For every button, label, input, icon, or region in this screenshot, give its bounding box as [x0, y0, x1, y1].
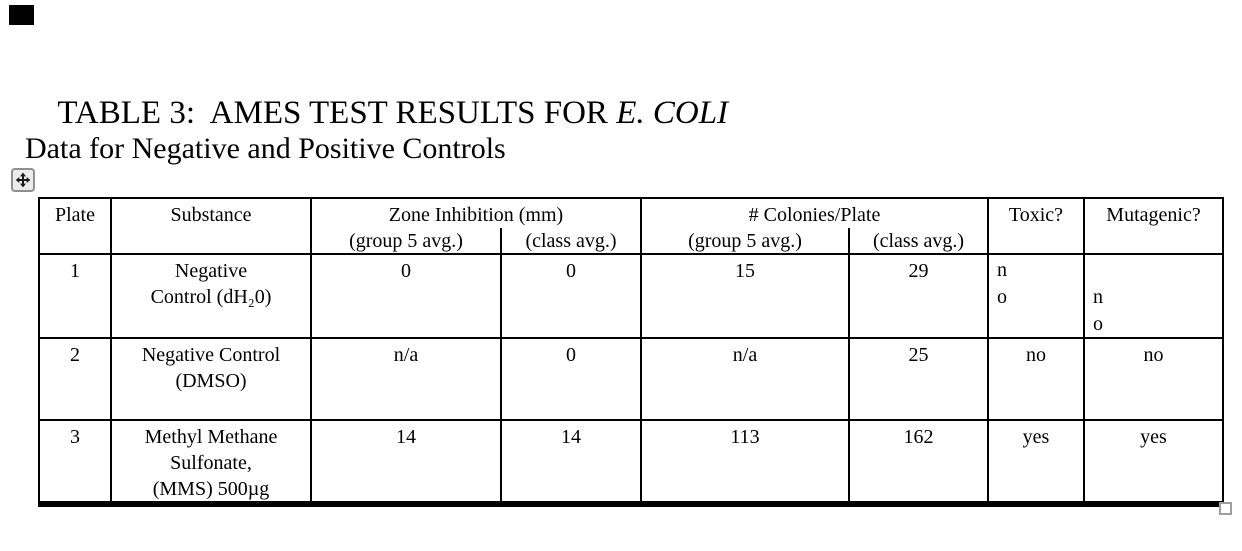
cell-colonies-class[interactable]: 29 — [850, 255, 989, 339]
header-zone-inhibition[interactable]: Zone Inhibition (mm) (group 5 avg.) (cla… — [312, 199, 642, 255]
cell-zone-class[interactable]: 0 — [502, 339, 642, 421]
cell-plate[interactable]: 2 — [40, 339, 112, 421]
cell-mutagenic[interactable]: yes — [1140, 426, 1167, 448]
cell-colonies-class[interactable]: 162 — [850, 421, 989, 501]
header-colonies-group-avg[interactable]: (group 5 avg.) — [642, 228, 850, 253]
cell-substance[interactable]: Negative Control (DMSO) — [112, 339, 312, 421]
cell-zone-group[interactable]: 14 — [312, 421, 502, 501]
table-move-handle[interactable] — [11, 168, 35, 192]
cell-colonies-group[interactable]: 113 — [642, 421, 850, 501]
header-zone-class-avg[interactable]: (class avg.) — [525, 230, 617, 252]
header-zone-group-avg[interactable]: (group 5 avg.) — [312, 228, 502, 253]
header-toxic[interactable]: Toxic? — [989, 199, 1085, 255]
cell-substance[interactable]: Methyl Methane Sulfonate, (MMS) 500µg — [112, 421, 312, 501]
header-colonies-label: # Colonies/Plate — [748, 204, 881, 226]
move-icon — [15, 172, 31, 188]
table-resize-handle[interactable] — [1219, 502, 1232, 515]
cell-substance[interactable]: Negative Control (dH₂0) — [112, 255, 312, 339]
cell-zone-class[interactable]: 14 — [502, 421, 642, 501]
cell-colonies-group[interactable]: 15 — [642, 255, 850, 339]
cell-mutagenic[interactable]: no — [1085, 339, 1222, 421]
cell-zone-group[interactable]: 0 — [312, 255, 502, 339]
header-mutagenic[interactable]: Mutagenic? — [1085, 199, 1222, 255]
cell-plate[interactable]: 1 — [40, 255, 112, 339]
header-zone-label: Zone Inhibition (mm) — [388, 204, 564, 226]
document-title-italic: E. COLI — [616, 95, 729, 131]
cell-zone-group[interactable]: n/a — [312, 339, 502, 421]
page-corner-mark — [9, 5, 34, 25]
document-title-text: TABLE 3: AMES TEST RESULTS FOR — [57, 95, 617, 131]
header-plate[interactable]: Plate — [40, 199, 112, 255]
document-title[interactable]: TABLE 3: AMES TEST RESULTS FOR E. COLI — [25, 56, 728, 170]
ames-results-table: Plate Substance Zone Inhibition (mm) (gr… — [38, 197, 1224, 507]
cell-plate[interactable]: 3 — [40, 421, 112, 501]
cell-colonies-group[interactable]: n/a — [642, 339, 850, 421]
cell-colonies-class[interactable]: 25 — [850, 339, 989, 421]
section-subtitle[interactable]: Data for Negative and Positive Controls — [25, 132, 506, 165]
header-substance[interactable]: Substance — [112, 199, 312, 255]
cell-zone-class[interactable]: 0 — [502, 255, 642, 339]
cell-toxic[interactable]: no — [989, 339, 1085, 421]
header-colonies-class-avg[interactable]: (class avg.) — [872, 230, 965, 252]
cell-toxic[interactable]: yes — [989, 421, 1085, 501]
header-colonies[interactable]: # Colonies/Plate (group 5 avg.) (class a… — [642, 199, 989, 255]
cell-toxic[interactable]: n o — [989, 255, 1085, 339]
cell-mutagenic[interactable]: n o — [1085, 255, 1222, 339]
